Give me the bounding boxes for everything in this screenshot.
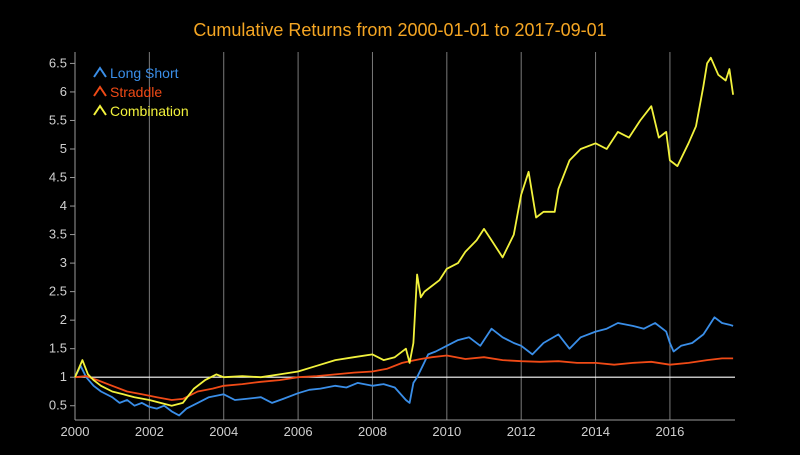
x-tick-label: 2014 bbox=[581, 424, 610, 439]
x-tick-label: 2008 bbox=[358, 424, 387, 439]
x-tick-label: 2016 bbox=[655, 424, 684, 439]
y-tick-label: 0.5 bbox=[49, 398, 67, 413]
y-tick-label: 6.5 bbox=[49, 55, 67, 70]
y-tick-label: 1 bbox=[60, 369, 67, 384]
x-tick-label: 2004 bbox=[209, 424, 238, 439]
legend-entry: Straddle bbox=[110, 84, 162, 100]
legend-icon bbox=[93, 104, 107, 116]
x-tick-label: 2010 bbox=[432, 424, 461, 439]
x-tick-label: 2012 bbox=[507, 424, 536, 439]
y-tick-label: 1.5 bbox=[49, 341, 67, 356]
legend-entry: Combination bbox=[110, 103, 189, 119]
y-tick-label: 6 bbox=[60, 84, 67, 99]
x-tick-label: 2002 bbox=[135, 424, 164, 439]
y-tick-label: 4 bbox=[60, 198, 67, 213]
y-tick-label: 2.5 bbox=[49, 284, 67, 299]
y-tick-label: 2 bbox=[60, 312, 67, 327]
chart-title: Cumulative Returns from 2000-01-01 to 20… bbox=[193, 20, 606, 40]
legend-entry: Long Short bbox=[110, 65, 179, 81]
y-tick-label: 5.5 bbox=[49, 112, 67, 127]
y-tick-label: 3.5 bbox=[49, 227, 67, 242]
y-tick-label: 4.5 bbox=[49, 170, 67, 185]
series-line-straddle bbox=[74, 354, 734, 401]
y-tick-label: 5 bbox=[60, 141, 67, 156]
grid-layer bbox=[74, 52, 735, 420]
series-line-combination bbox=[74, 56, 734, 407]
series-layer bbox=[74, 56, 734, 417]
y-tick-label: 3 bbox=[60, 255, 67, 270]
axis-layer: 2000 2002 2004 2006 2008 2010 2012 2014 2016 0.5 1… bbox=[49, 52, 735, 439]
legend: Long Short Straddle Combination bbox=[93, 65, 189, 119]
legend-icon bbox=[93, 66, 107, 78]
x-tick-label: 2006 bbox=[284, 424, 313, 439]
legend-icon bbox=[93, 85, 107, 97]
series-line-long-short bbox=[74, 316, 734, 417]
x-tick-label: 2000 bbox=[61, 424, 90, 439]
